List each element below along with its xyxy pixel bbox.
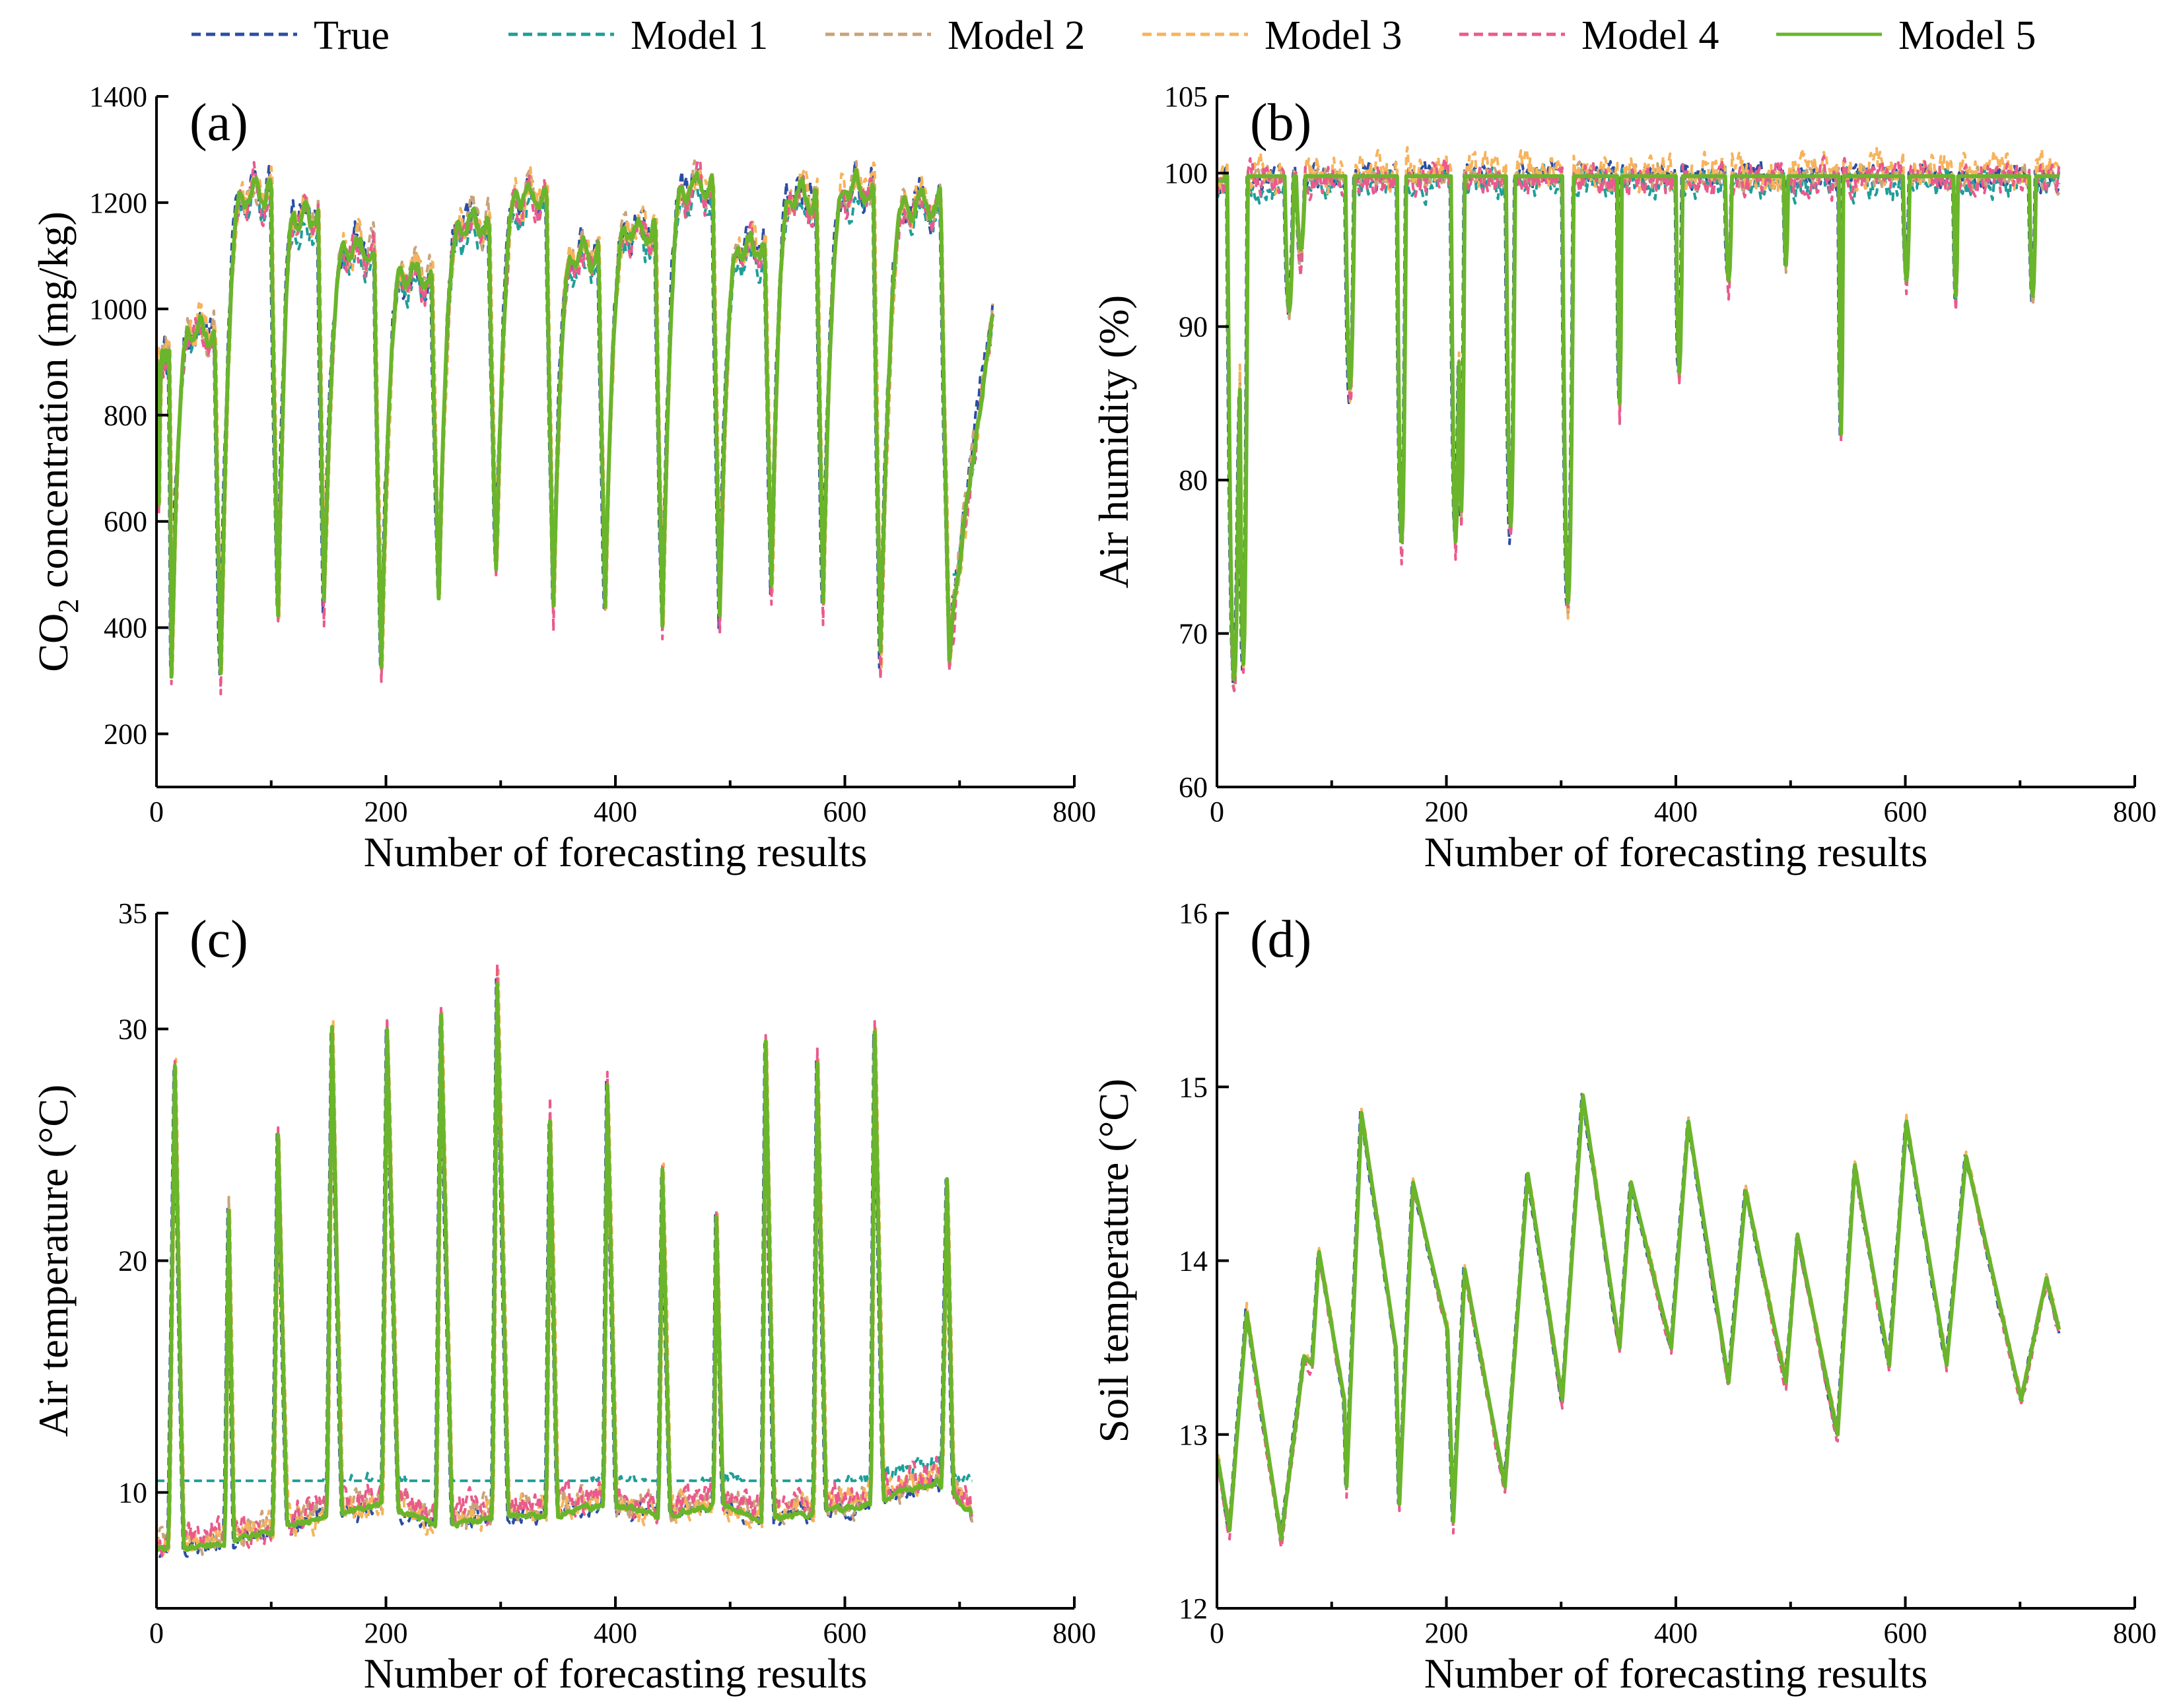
series-line-model-4 [1217, 154, 2061, 693]
series-line-model-1 [1217, 163, 2061, 666]
y-tick-label: 200 [104, 718, 147, 751]
x-tick-label: 800 [2113, 1617, 2157, 1649]
series-group [1217, 1093, 2061, 1549]
y-tick-label: 15 [1179, 1071, 1208, 1103]
series-group [156, 158, 995, 696]
x-tick-label: 800 [2113, 796, 2157, 828]
y-tick-label: 400 [104, 612, 147, 644]
y-axis-title: Air temperature (°C) [30, 1085, 77, 1437]
y-tick-label: 13 [1179, 1419, 1208, 1451]
series-line-model-3 [1217, 146, 2061, 669]
x-axis-title: Number of forecasting results [364, 1650, 867, 1697]
y-tick-label: 60 [1179, 771, 1208, 803]
y-tick-label: 30 [118, 1013, 147, 1046]
legend-item-model-5: Model 5 [1776, 13, 2036, 58]
x-tick-label: 0 [1210, 1617, 1224, 1649]
x-tick-label: 400 [1654, 796, 1698, 828]
y-tick-label: 1200 [89, 187, 147, 219]
x-tick-label: 600 [823, 796, 867, 828]
legend: True Model 1 Model 2 Model 3 Model 4 Model 5 [191, 13, 2036, 58]
y-tick-label: 1000 [89, 293, 147, 325]
x-tick-label: 400 [1654, 1617, 1698, 1649]
y-tick-label: 80 [1179, 464, 1208, 496]
x-tick-label: 600 [1884, 796, 1927, 828]
legend-item-model-3: Model 3 [1142, 13, 1402, 58]
y-tick-label: 70 [1179, 618, 1208, 650]
series-line-model-5 [1217, 1093, 2061, 1541]
x-tick-label: 200 [364, 796, 408, 828]
legend-label: Model 2 [948, 13, 1085, 58]
panel-a: 0 200 400 600 800 200 400 600 800 1000 1200 1400 (a)… [30, 81, 1096, 875]
legend-item-model-4: Model 4 [1459, 13, 1719, 58]
legend-label: Model 5 [1898, 13, 2036, 58]
y-tick-label: 90 [1179, 311, 1208, 343]
x-tick-label: 0 [149, 1617, 164, 1649]
series-line-model-2 [1217, 160, 2061, 692]
series-line-model-4 [156, 963, 974, 1559]
y-tick-label: 16 [1179, 897, 1208, 930]
y-axis-title: CO2 concentration (mg/kg) [30, 211, 85, 671]
series-line-model-5 [156, 168, 995, 679]
series-line-model-3 [156, 969, 974, 1556]
x-tick-label: 400 [594, 796, 637, 828]
legend-label: True [314, 13, 390, 58]
y-tick-label: 12 [1179, 1592, 1208, 1625]
legend-item-model-1: Model 1 [508, 13, 768, 58]
x-axis-title: Number of forecasting results [364, 829, 867, 875]
series-line-true [1217, 1093, 2061, 1540]
panel-label: (b) [1250, 94, 1311, 152]
series-line-model-1 [1217, 1100, 2061, 1535]
y-tick-label: 600 [104, 506, 147, 538]
y-tick-label: 20 [118, 1245, 147, 1278]
panel-label: (a) [190, 94, 248, 152]
x-tick-label: 800 [1053, 1617, 1096, 1649]
x-tick-label: 200 [1425, 1617, 1469, 1649]
series-line-model-3 [1217, 1093, 2061, 1536]
y-tick-label: 14 [1179, 1245, 1208, 1278]
x-tick-label: 200 [364, 1617, 408, 1649]
x-tick-label: 200 [1425, 796, 1469, 828]
x-tick-label: 0 [1210, 796, 1224, 828]
series-line-model-5 [1217, 174, 2060, 682]
legend-label: Model 3 [1264, 13, 1402, 58]
x-tick-label: 0 [149, 796, 164, 828]
legend-label: Model 1 [631, 13, 768, 58]
series-line-model-4 [1217, 1093, 2061, 1549]
y-axis-title: Soil temperature (°C) [1090, 1079, 1137, 1443]
y-axis-title: Air humidity (%) [1090, 295, 1137, 588]
x-axis-title: Number of forecasting results [1424, 829, 1927, 875]
x-tick-label: 400 [594, 1617, 637, 1649]
y-tick-label: 105 [1164, 81, 1208, 113]
panel-c: 0 200 400 600 800 10 20 30 35 (c) Number of foreca… [30, 897, 1096, 1697]
x-axis-title: Number of forecasting results [1424, 1650, 1927, 1697]
x-tick-label: 800 [1053, 796, 1096, 828]
series-line-model-1 [156, 180, 994, 576]
panel-d: 0 200 400 600 800 12 13 14 15 16 (d) Number of fore… [1090, 897, 2157, 1697]
y-tick-label: 100 [1164, 157, 1208, 189]
panel-label: (d) [1250, 910, 1311, 969]
y-tick-label: 1400 [89, 81, 147, 113]
y-tick-label: 35 [118, 897, 147, 930]
series-line-true [1217, 159, 2061, 686]
y-tick-label: 10 [118, 1477, 147, 1509]
x-tick-label: 600 [823, 1617, 867, 1649]
series-line-model-1 [156, 1034, 973, 1482]
x-tick-label: 600 [1884, 1617, 1927, 1649]
series-line-model-5 [156, 982, 974, 1553]
panel-b: 0 200 400 600 800 60 70 80 90 100 105 (b) Number of … [1090, 81, 2157, 875]
series-line-model-2 [1217, 1095, 2061, 1540]
legend-item-true: True [191, 13, 390, 58]
legend-label: Model 4 [1581, 13, 1719, 58]
series-group [156, 963, 974, 1559]
legend-item-model-2: Model 2 [825, 13, 1085, 58]
series-group [1217, 146, 2061, 693]
panel-label: (c) [190, 910, 248, 969]
y-tick-label: 800 [104, 399, 147, 432]
